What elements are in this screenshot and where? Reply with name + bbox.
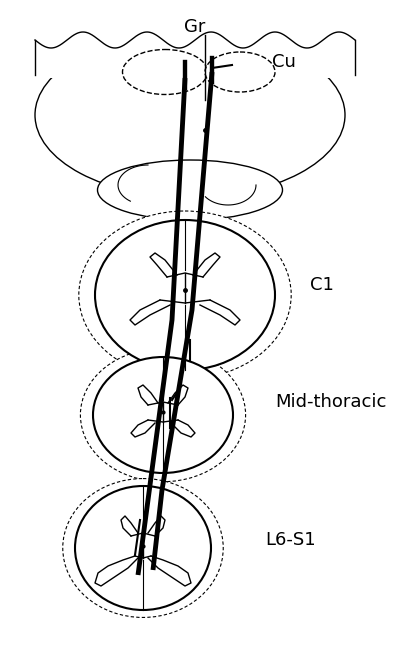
Ellipse shape xyxy=(35,32,345,197)
Ellipse shape xyxy=(80,349,246,482)
Ellipse shape xyxy=(205,52,275,92)
Ellipse shape xyxy=(98,160,282,220)
Ellipse shape xyxy=(79,211,291,379)
Ellipse shape xyxy=(63,478,223,617)
Text: L6-S1: L6-S1 xyxy=(265,531,316,549)
Ellipse shape xyxy=(122,49,208,95)
Ellipse shape xyxy=(93,357,233,473)
Text: Mid-thoracic: Mid-thoracic xyxy=(275,393,386,411)
FancyBboxPatch shape xyxy=(30,28,360,78)
Text: Gr: Gr xyxy=(184,18,206,36)
Text: C1: C1 xyxy=(310,276,334,294)
Ellipse shape xyxy=(75,486,211,610)
Text: Cu: Cu xyxy=(272,53,296,71)
Ellipse shape xyxy=(95,220,275,370)
